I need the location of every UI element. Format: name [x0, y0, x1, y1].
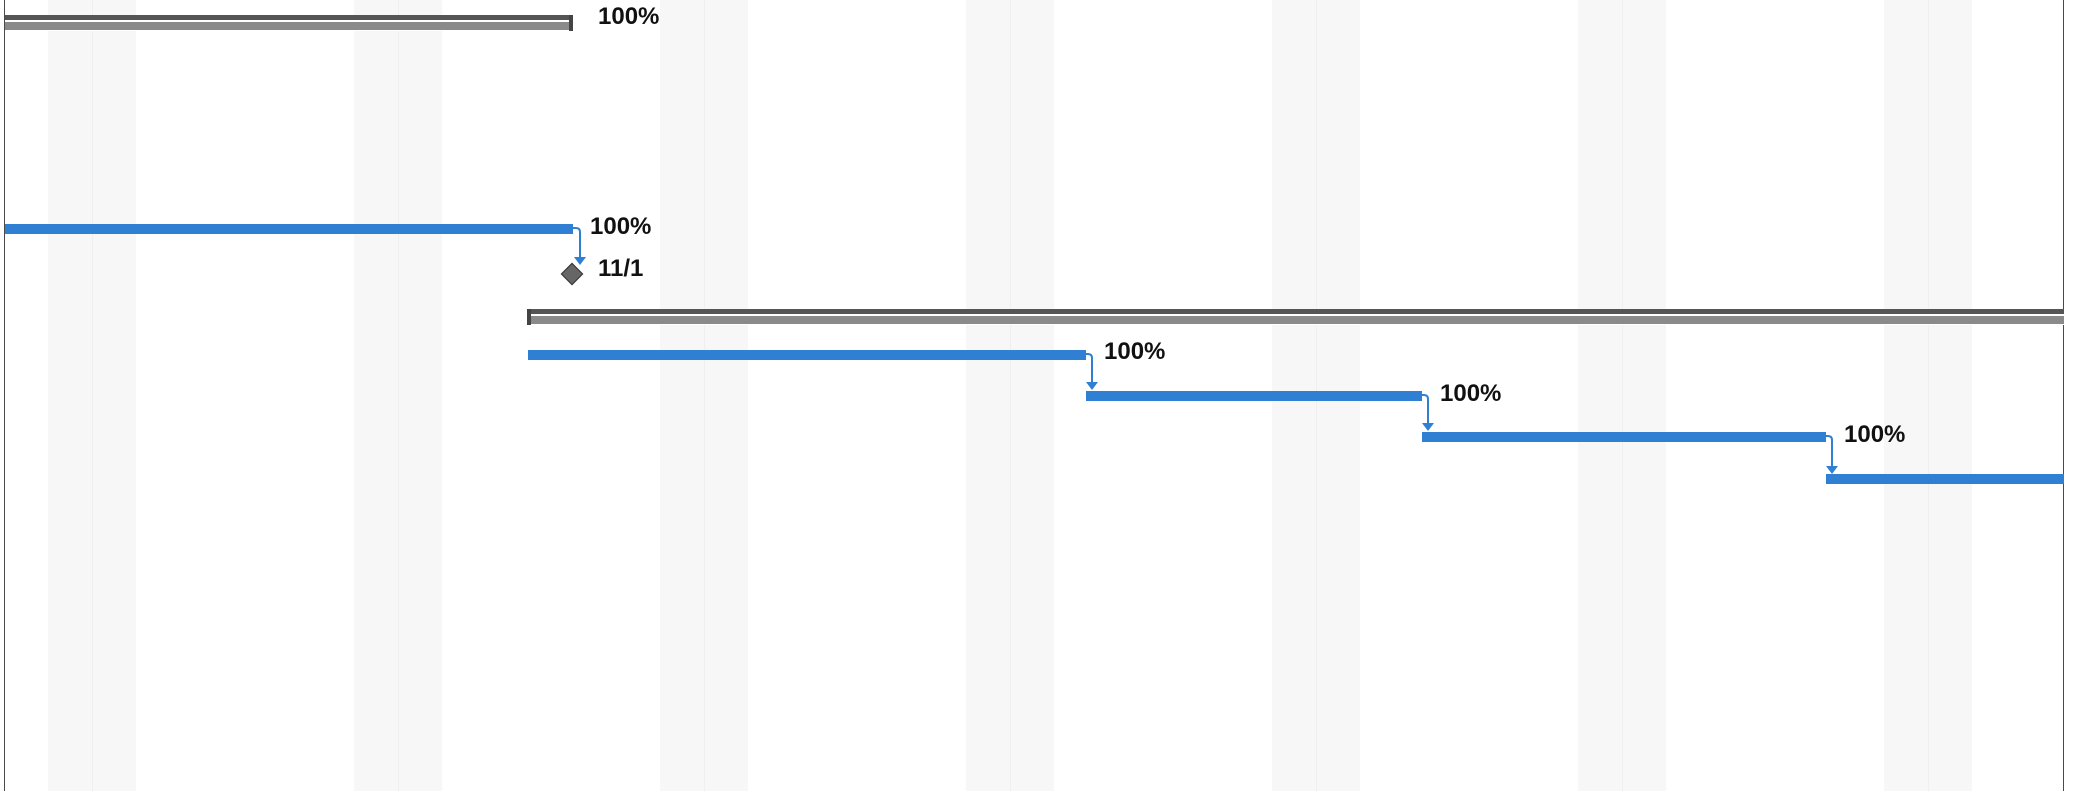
task-bar[interactable] — [1086, 391, 1422, 401]
percent-complete-label: 100% — [1104, 338, 1166, 365]
task-bar[interactable] — [5, 224, 573, 234]
weekend-divider — [92, 0, 93, 791]
task-bar[interactable] — [528, 350, 1086, 360]
task-bar[interactable] — [1826, 474, 2064, 484]
dependency-connector — [1825, 435, 1838, 474]
dependency-connector — [1085, 353, 1098, 390]
weekend-divider — [1622, 0, 1623, 791]
summary-bar-top — [5, 15, 573, 20]
summary-task-bar[interactable] — [5, 15, 573, 31]
weekend-divider — [398, 0, 399, 791]
summary-bar-top — [527, 309, 2064, 314]
weekend-divider — [1928, 0, 1929, 791]
milestone-date-label: 11/1 — [598, 255, 644, 282]
percent-complete-label: 100% — [1440, 380, 1502, 407]
task-bar[interactable] — [1422, 432, 1826, 442]
summary-task-bar[interactable] — [527, 309, 2064, 325]
dependency-connector — [573, 227, 586, 265]
chart-left-border — [4, 0, 5, 791]
summary-bar-start-cap — [527, 309, 531, 325]
chart-right-border — [2063, 0, 2064, 791]
percent-complete-label: 100% — [590, 213, 652, 240]
summary-bar-bottom — [527, 316, 2064, 324]
percent-complete-label: 100% — [1844, 421, 1906, 448]
weekend-divider — [1010, 0, 1011, 791]
percent-complete-label: 100% — [598, 3, 660, 30]
summary-bar-end-cap — [569, 15, 573, 31]
dependency-connector — [1421, 394, 1434, 431]
weekend-divider — [704, 0, 705, 791]
summary-bar-bottom — [5, 22, 573, 30]
